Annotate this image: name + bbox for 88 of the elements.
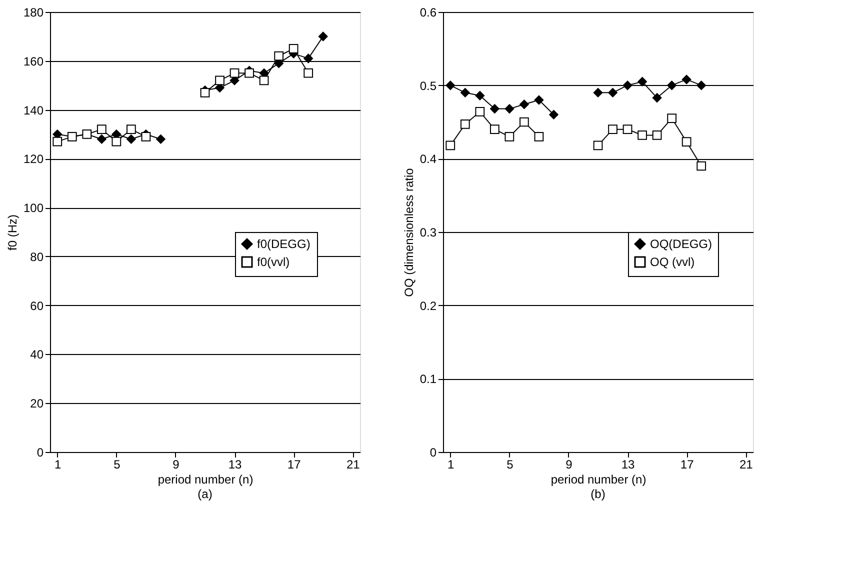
legend-label: OQ(DEGG) <box>650 237 712 251</box>
point <box>696 80 706 90</box>
point <box>608 88 618 98</box>
point <box>475 90 485 100</box>
point <box>638 130 647 140</box>
x-tick-label: 5 <box>506 458 514 472</box>
x-tick-label: 17 <box>287 458 302 472</box>
point <box>230 68 240 78</box>
y-tick-label: 0.6 <box>420 6 437 20</box>
point <box>446 80 456 90</box>
y-tick-label: 0.4 <box>420 152 437 166</box>
y-tick-label: 0 <box>430 446 437 460</box>
y-tick-label: 20 <box>30 396 44 411</box>
point <box>52 136 62 146</box>
point <box>608 124 618 134</box>
point <box>475 107 485 116</box>
point <box>652 130 662 140</box>
point <box>520 117 529 127</box>
x-tick-label: 13 <box>621 458 636 472</box>
y-tick-label: 0.3 <box>420 226 437 240</box>
point <box>112 136 122 146</box>
x-tick-label: 1 <box>448 458 455 472</box>
point <box>318 32 328 42</box>
point <box>460 88 470 98</box>
point <box>141 132 151 142</box>
point <box>534 132 544 142</box>
point <box>215 76 224 86</box>
point <box>460 120 470 129</box>
x-tick-label: 9 <box>172 458 180 472</box>
point <box>593 88 603 98</box>
x-tick-label: 17 <box>680 458 694 472</box>
point <box>288 44 298 54</box>
point <box>259 76 269 86</box>
legend-label: f0(vvl) <box>257 255 290 269</box>
y-tick-label: 0.2 <box>420 298 437 313</box>
point <box>304 68 314 78</box>
point <box>682 74 692 84</box>
point <box>667 114 676 124</box>
point <box>96 124 106 134</box>
point <box>682 137 692 146</box>
point <box>274 51 284 61</box>
x-tick-label: 1 <box>54 458 62 472</box>
x-tick-label: 5 <box>114 458 121 472</box>
y-tick-label: 40 <box>30 348 44 362</box>
x-tick-label: 9 <box>566 458 573 472</box>
y-tick-label: 0.5 <box>420 78 437 93</box>
point <box>622 124 632 134</box>
y-tick-label: 140 <box>23 103 44 118</box>
point <box>652 93 662 102</box>
x-tick-label: 13 <box>228 458 242 472</box>
y-axis-title: OQ (dimensionless ratio <box>402 168 416 297</box>
point <box>593 140 603 150</box>
y-tick-label: 60 <box>30 298 44 313</box>
y-tick-label: 0 <box>36 446 44 460</box>
point <box>490 124 500 134</box>
point <box>96 134 106 144</box>
point <box>200 88 210 98</box>
point <box>156 134 166 144</box>
point <box>244 68 254 78</box>
y-tick-label: 160 <box>23 54 44 68</box>
y-tick-label: 120 <box>23 152 44 166</box>
point <box>638 76 647 86</box>
point <box>534 95 544 105</box>
text: (b) <box>590 487 606 501</box>
point <box>622 80 632 90</box>
point <box>304 54 314 64</box>
y-tick-label: 0.1 <box>420 372 437 386</box>
point <box>696 161 706 171</box>
legend-label: f0(DEGG) <box>257 237 310 251</box>
point <box>504 132 514 142</box>
x-tick-label: 21 <box>346 458 360 472</box>
point <box>446 140 456 150</box>
y-tick-label: 80 <box>30 250 44 264</box>
legend-label: OQ (vvl) <box>650 255 695 269</box>
y-tick-label: 100 <box>23 201 44 216</box>
point <box>490 104 500 114</box>
x-axis-title: period number (n) <box>550 472 646 486</box>
x-axis-title: period number (n) <box>158 472 254 486</box>
point <box>549 110 558 120</box>
y-axis-title: f0 (Hz) <box>5 214 20 250</box>
point <box>126 134 136 144</box>
y-tick-label: 180 <box>23 6 44 20</box>
point <box>504 104 514 114</box>
text: (a) <box>198 487 212 501</box>
point <box>126 124 136 134</box>
point <box>520 100 529 110</box>
point <box>667 80 676 90</box>
x-tick-label: 21 <box>739 458 754 472</box>
